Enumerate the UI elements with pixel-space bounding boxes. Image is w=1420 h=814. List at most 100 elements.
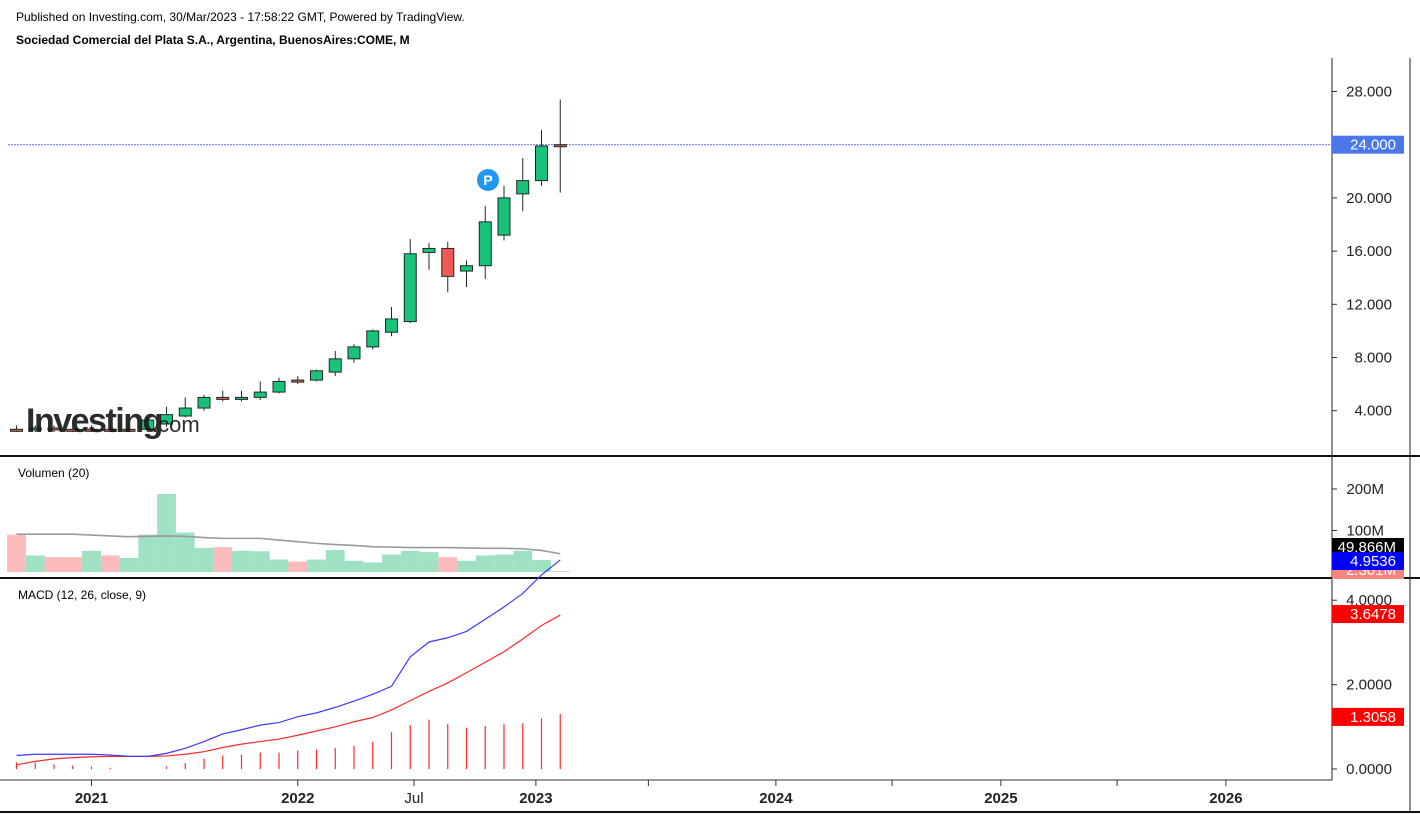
volume-ma-badge-text: 49.866M <box>1338 539 1396 556</box>
x-tick-label: 2026 <box>1209 790 1242 807</box>
candle <box>460 260 473 288</box>
candle-body <box>178 407 192 417</box>
volume-bar <box>550 571 570 572</box>
signal-line <box>16 614 561 766</box>
volume-bar <box>513 550 533 572</box>
volume-bar <box>250 551 270 572</box>
price-tick-label: 12.000 <box>1346 296 1392 313</box>
signal-value-badge: 3.6478 <box>1332 605 1404 624</box>
candle-body <box>253 391 267 398</box>
candle <box>535 130 548 186</box>
candle-body <box>328 358 342 373</box>
last-price-badge-bg <box>1332 135 1404 154</box>
macd-value-badge-bg <box>1332 551 1404 570</box>
volume-bar <box>344 560 364 572</box>
candle-body <box>10 428 23 432</box>
volume-bar <box>232 550 251 572</box>
volume-bar <box>269 559 289 572</box>
macd-panel-title: MACD (12, 26, close, 9) <box>18 588 147 602</box>
candle <box>197 394 211 411</box>
candle <box>141 417 155 432</box>
volume-panel-title: Volumen (20) <box>18 466 90 480</box>
volume-ma-badge-bg <box>1332 538 1404 556</box>
candle <box>253 381 267 401</box>
candle <box>66 425 80 432</box>
candle <box>291 376 305 385</box>
price-tick-label: 28.000 <box>1346 84 1392 101</box>
volume-bar <box>419 552 439 572</box>
volume-bar <box>100 555 120 572</box>
price-candles: P <box>8 99 1332 432</box>
candle-body <box>553 144 567 148</box>
candle-body <box>197 396 211 409</box>
candle <box>516 158 530 212</box>
candle <box>272 377 286 394</box>
volume-bar <box>82 550 101 572</box>
histogram-value-badge-text: 1.3058 <box>1350 709 1396 726</box>
volume-tick-label: 200M <box>1346 481 1384 498</box>
volume-bar <box>457 560 476 572</box>
investing-watermark: Investing .com <box>26 402 200 440</box>
candle-body <box>460 265 473 272</box>
macd-value-badge-text: 4.9536 <box>1350 553 1396 570</box>
volume-ma-line <box>16 533 561 555</box>
volume-bar <box>363 562 383 572</box>
candle <box>235 390 248 402</box>
p-marker-label: P <box>483 172 492 188</box>
candle <box>441 241 455 293</box>
candle-body <box>160 414 173 425</box>
volume-bar <box>382 554 401 572</box>
candle-body <box>85 428 98 432</box>
candle <box>122 425 136 432</box>
x-tick-label: Jul <box>404 790 423 807</box>
p-marker: P <box>477 169 499 191</box>
x-tick-label: 2021 <box>75 790 108 807</box>
candle <box>497 185 511 241</box>
candle-body <box>310 370 323 381</box>
volume-bar <box>44 557 64 572</box>
volume-bars <box>7 493 570 572</box>
price-tick-label: 16.000 <box>1346 243 1392 260</box>
volume-bar <box>494 554 514 572</box>
axis-labels: 28.000 24.000 20.000 16.000 12.000 8.000 4.000… <box>75 84 1404 807</box>
last-price-badge-text: 24.000 <box>1350 137 1396 154</box>
volume-bar <box>325 550 345 572</box>
candle <box>366 329 380 350</box>
candle <box>385 306 398 337</box>
candle <box>422 243 436 270</box>
x-tick-label: 2025 <box>984 790 1017 807</box>
candle <box>403 239 417 323</box>
candle-body <box>103 428 117 432</box>
volume-bar <box>400 550 420 572</box>
publish-info: Published on Investing.com, 30/Mar/2023 … <box>16 10 465 24</box>
candle-body <box>441 247 455 277</box>
candle-body <box>535 145 548 182</box>
candle-body <box>272 380 286 393</box>
candle <box>310 369 323 382</box>
macd-line <box>16 559 561 757</box>
frame-lines <box>0 58 1420 813</box>
watermark-suffix: .com <box>152 412 200 437</box>
candle-body <box>66 428 80 432</box>
p-marker-circle <box>477 169 499 191</box>
x-tick-label: 2024 <box>759 790 793 807</box>
macd-tick-label: 0.0000 <box>1346 761 1392 778</box>
candle-body <box>235 396 248 400</box>
volume-bar <box>438 557 458 572</box>
candle <box>478 205 492 280</box>
candle <box>160 406 173 427</box>
price-tick-label: 20.000 <box>1346 190 1392 207</box>
candle-body <box>47 427 61 431</box>
volume-bar <box>63 557 83 572</box>
volume-bar <box>307 559 326 572</box>
candle <box>553 99 567 193</box>
candle-body <box>122 428 136 432</box>
volume-bar <box>7 534 26 572</box>
candle-body <box>403 253 417 323</box>
candle-body <box>422 247 436 253</box>
volume-bar <box>138 534 158 572</box>
price-tick-label: 4.000 <box>1354 403 1392 420</box>
candle-body <box>291 379 305 383</box>
